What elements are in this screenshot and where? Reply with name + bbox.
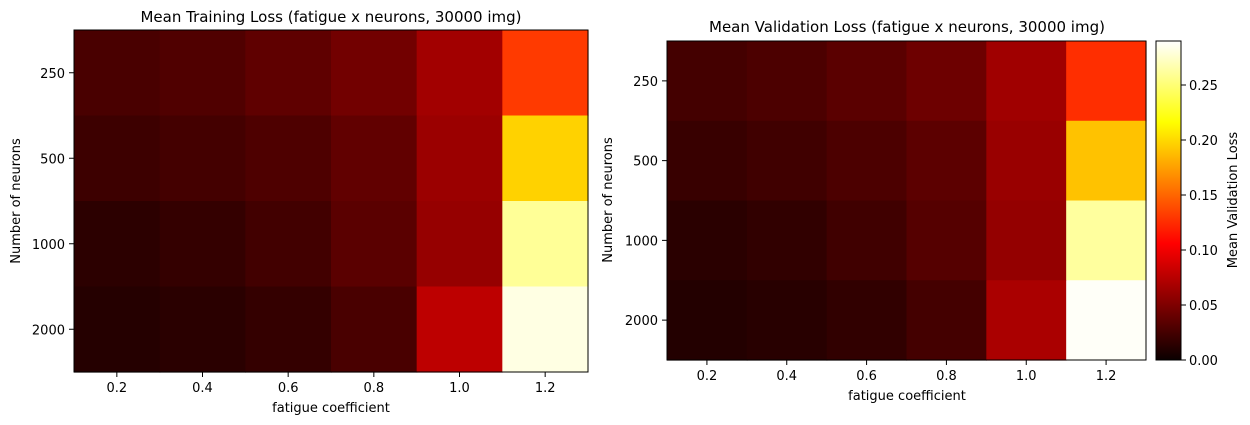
colorbar-ticks: 0.00 0.05 0.10 0.15 0.20 0.25 [1181,79,1218,369]
x-axis-ticks: 0.2 0.4 0.6 0.8 1.0 1.2 [106,372,556,396]
heatmap-cell [746,280,828,361]
plot-frame [666,40,1147,361]
heatmap-cell [159,201,246,288]
y-tick-label: 2000 [32,323,65,338]
heatmap-cell [502,201,589,288]
heatmap-cell [245,30,332,117]
heatmap-cell [746,41,828,122]
colorbar-tick-label: 0.25 [1189,79,1218,94]
colorbar-tick-label: 0.10 [1189,244,1218,259]
heatmap-cells [74,30,589,373]
heatmap-cell [906,200,987,281]
validation-loss-heatmap: Mean Validation Loss (fatigue x neurons,… [601,18,1147,404]
heatmap-cell [245,115,332,202]
heatmap-cell [906,280,987,361]
x-tick-label: 0.2 [106,381,127,396]
heatmap-cell [986,200,1067,281]
heatmap-cell [1066,120,1147,202]
heatmap-cell [906,41,987,122]
x-tick-label: 0.4 [776,369,797,384]
y-axis-label: Number of neurons [601,137,616,263]
heatmap-cell [331,286,418,373]
colorbar-tick-label: 0.20 [1189,134,1218,149]
y-tick-label: 2000 [625,314,658,329]
heatmap-cell [416,201,503,288]
x-tick-label: 0.8 [936,369,957,384]
heatmap-cell [986,280,1067,361]
heatmap-cell [826,41,908,122]
chart-title: Mean Validation Loss (fatigue x neurons,… [709,18,1105,36]
colorbar: 0.00 0.05 0.10 0.15 0.20 0.25 Mean Validation… [1155,40,1241,369]
colorbar-gradient [1155,40,1182,361]
x-tick-label: 1.2 [535,381,556,396]
y-tick-label: 1000 [625,234,658,249]
heatmap-cell [667,280,748,361]
y-axis-ticks: 250 500 1000 2000 [625,75,667,329]
chart-title: Mean Training Loss (fatigue x neurons, 3… [140,8,521,26]
heatmap-cell [331,30,418,117]
heatmap-cell [416,115,503,202]
heatmap-cell [826,120,908,202]
heatmap-cell [74,286,161,373]
x-axis-label: fatigue coefficient [848,389,966,404]
heatmap-cell [746,120,828,202]
y-tick-label: 250 [633,75,658,90]
heatmap-cell [74,201,161,288]
heatmap-cell [74,30,161,117]
colorbar-tick-label: 0.00 [1189,354,1218,369]
heatmap-cell [416,30,503,117]
heatmap-cell [986,41,1067,122]
heatmap-cell [986,120,1067,202]
colorbar-tick-label: 0.05 [1189,299,1218,314]
x-tick-label: 0.4 [192,381,213,396]
heatmap-cell [502,286,589,373]
x-tick-label: 1.0 [449,381,470,396]
heatmap-cell [331,115,418,202]
heatmap-cell [667,120,748,202]
x-tick-label: 0.6 [856,369,877,384]
heatmap-cell [826,280,908,361]
x-axis-ticks: 0.2 0.4 0.6 0.8 1.0 1.2 [697,360,1117,384]
colorbar-label: Mean Validation Loss [1226,132,1241,269]
heatmap-cell [667,200,748,281]
y-axis-ticks: 250 500 1000 2000 [32,67,74,338]
heatmap-cell [416,286,503,373]
heatmap-cell [74,115,161,202]
heatmap-cell [746,200,828,281]
heatmap-cell [331,201,418,288]
plot-frame [73,29,589,373]
heatmap-cell [159,30,246,117]
y-tick-label: 500 [40,152,65,167]
heatmap-cell [245,201,332,288]
x-tick-label: 0.6 [278,381,299,396]
colorbar-tick-label: 0.15 [1189,189,1218,204]
heatmap-cell [1066,280,1147,361]
heatmap-cell [667,41,748,122]
heatmap-cell [826,200,908,281]
heatmap-cell [1066,41,1147,122]
y-tick-label: 500 [633,155,658,170]
x-tick-label: 1.0 [1016,369,1037,384]
heatmap-cell [502,30,589,117]
heatmap-cell [1066,200,1147,281]
heatmap-cells [667,41,1147,361]
heatmap-cell [159,286,246,373]
y-axis-label: Number of neurons [9,138,24,264]
x-tick-label: 0.2 [697,369,718,384]
heatmap-cell [245,286,332,373]
x-tick-label: 1.2 [1096,369,1117,384]
x-axis-label: fatigue coefficient [272,401,390,416]
heatmap-cell [159,115,246,202]
y-tick-label: 250 [40,67,65,82]
y-tick-label: 1000 [32,238,65,253]
training-loss-heatmap: Mean Training Loss (fatigue x neurons, 3… [9,8,589,416]
heatmap-cell [502,115,589,202]
heatmap-cell [906,120,987,202]
x-tick-label: 0.8 [363,381,384,396]
